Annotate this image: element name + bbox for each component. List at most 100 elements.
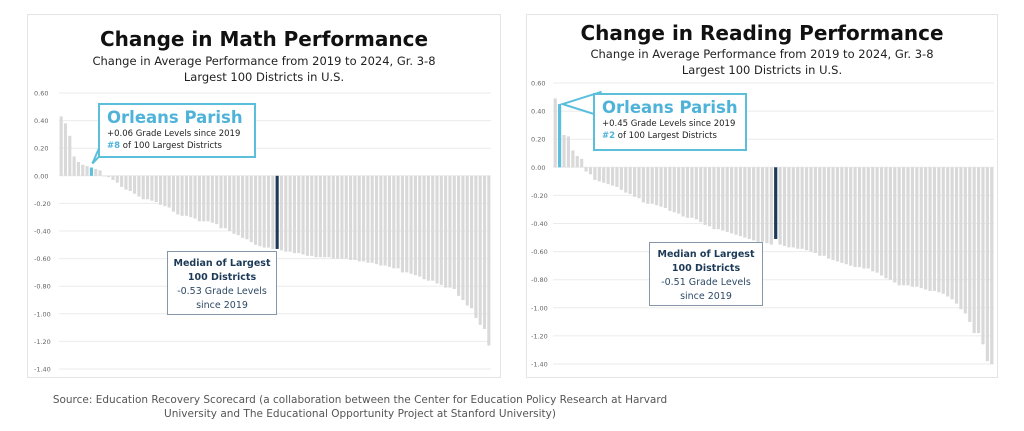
chart-subtitle-line2: Largest 100 Districts in U.S. — [183, 70, 345, 84]
callout-change: +0.06 Grade Levels since 2019 — [107, 129, 241, 139]
bar — [668, 167, 672, 211]
bar — [641, 167, 645, 203]
y-tick-label: 0.40 — [34, 117, 48, 125]
bar — [223, 175, 227, 229]
bar — [928, 167, 932, 291]
math-chart-card: Change in Math Performance Change in Ave… — [27, 14, 501, 378]
bar — [716, 167, 720, 230]
bar — [632, 167, 637, 197]
y-tick-label: -1.00 — [34, 310, 51, 318]
bar — [822, 167, 826, 256]
bar — [236, 175, 240, 236]
bar — [163, 175, 167, 207]
bar — [743, 167, 747, 238]
bar — [141, 175, 145, 200]
bar — [765, 167, 769, 244]
bar — [340, 175, 344, 259]
bar — [721, 167, 725, 231]
reading-chart-card: Change in Reading Performance Change in … — [526, 14, 998, 378]
bar — [747, 167, 751, 239]
bar — [202, 175, 206, 222]
bar — [301, 175, 305, 255]
bar — [266, 175, 271, 248]
bar — [871, 167, 875, 272]
bar — [215, 175, 219, 225]
y-tick-label: -1.40 — [34, 366, 51, 374]
bar — [584, 167, 588, 172]
bar — [444, 175, 448, 288]
bar — [602, 167, 606, 183]
callout-rank-line: #2 of 100 Largest Districts — [602, 130, 738, 142]
bar — [400, 175, 404, 273]
bar — [681, 167, 685, 217]
bar — [357, 175, 361, 262]
bar — [827, 167, 831, 259]
bar — [284, 175, 288, 252]
bar — [624, 167, 628, 193]
bar — [752, 167, 756, 241]
bar — [120, 175, 124, 187]
bar — [650, 167, 654, 204]
bar — [292, 175, 296, 254]
bar — [893, 167, 897, 283]
bar — [778, 167, 782, 245]
bar — [362, 175, 366, 262]
y-tick-label: 0.00 — [34, 172, 48, 180]
bar — [63, 123, 68, 176]
bar — [111, 175, 115, 180]
bar — [288, 175, 292, 252]
bar — [245, 175, 249, 240]
bar — [197, 175, 201, 222]
bar — [98, 170, 102, 176]
bar — [310, 175, 314, 256]
bar — [937, 167, 941, 293]
y-tick-label: -1.40 — [531, 361, 548, 369]
bar — [730, 167, 734, 234]
bar — [588, 167, 593, 175]
bar — [392, 175, 396, 269]
bar — [327, 175, 331, 258]
median-since: since 2019 — [196, 300, 248, 311]
median-value: -0.51 Grade Levels — [661, 277, 751, 288]
bar — [206, 175, 210, 222]
callout-name: Orleans Parish — [107, 108, 243, 127]
y-tick-label: 0.40 — [531, 108, 545, 116]
reading-bar-chart: 0.60 0.40 0.20 0.00 -0.20 -0.40 -0.60 -0.80 -1.0… — [531, 80, 994, 369]
bar — [474, 175, 478, 318]
bar — [76, 162, 80, 176]
bar — [840, 167, 844, 263]
bar — [457, 175, 461, 296]
bar — [102, 175, 106, 177]
bar — [677, 167, 681, 214]
y-tick-label: -0.40 — [531, 220, 548, 228]
bar — [915, 167, 919, 287]
callout-rank-text: of 100 Largest Districts — [120, 141, 222, 151]
bar — [176, 175, 180, 215]
bar — [932, 167, 937, 291]
math-bar-chart: 0.60 0.40 0.20 0.00 -0.20 -0.40 -0.60 -0.80 -1.0… — [34, 90, 491, 374]
bar — [950, 167, 954, 300]
orleans-parish-callout: Orleans Parish +0.06 Grade Levels since … — [98, 103, 256, 158]
bar — [146, 175, 150, 200]
bar — [219, 175, 223, 229]
bar — [150, 175, 154, 201]
bar — [413, 175, 417, 276]
bar — [167, 175, 171, 208]
bar — [262, 175, 266, 248]
bar-median — [275, 175, 279, 249]
bar — [470, 175, 474, 309]
bar — [210, 175, 214, 223]
y-tick-label: -1.20 — [531, 332, 548, 340]
bar — [426, 175, 430, 281]
bar — [305, 175, 309, 256]
bar — [707, 167, 712, 227]
bar — [597, 167, 601, 182]
bar — [699, 167, 703, 223]
bar — [844, 167, 848, 265]
bar — [791, 167, 795, 248]
bar — [128, 175, 132, 191]
bar — [158, 175, 163, 205]
bar — [787, 167, 791, 248]
bar — [760, 167, 765, 242]
bar — [835, 167, 840, 262]
